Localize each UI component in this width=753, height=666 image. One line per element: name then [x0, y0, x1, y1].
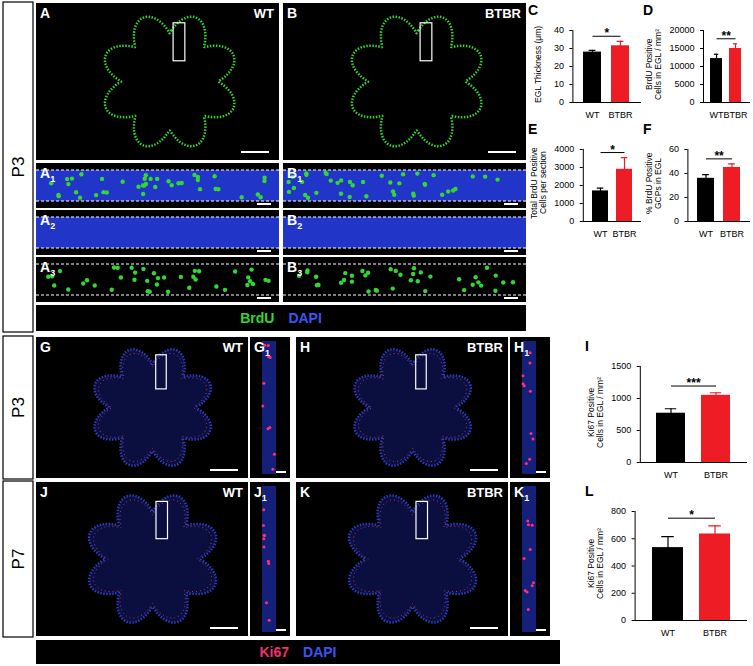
svg-text:500: 500 — [616, 425, 631, 435]
svg-text:G: G — [40, 339, 51, 355]
svg-text:BTBR: BTBR — [703, 628, 728, 638]
svg-text:0: 0 — [621, 615, 626, 625]
svg-text:BTBR: BTBR — [467, 485, 504, 500]
svg-text:WT: WT — [586, 110, 600, 120]
svg-text:BTBR: BTBR — [720, 229, 745, 239]
svg-text:40: 40 — [554, 25, 564, 35]
html-text:Total BrdU Positive Cells per: Total BrdU Positive Cells per section — [528, 147, 548, 219]
svg-text:20000: 20000 — [669, 25, 694, 35]
svg-text:BTBR: BTBR — [485, 6, 522, 21]
svg-text:800: 800 — [611, 506, 626, 516]
svg-text:*: * — [689, 508, 694, 522]
svg-text:WT: WT — [223, 485, 243, 500]
svg-text:10000: 10000 — [669, 61, 694, 71]
svg-text:P3: P3 — [9, 157, 28, 178]
svg-text:B: B — [287, 5, 297, 21]
svg-text:*: * — [605, 26, 610, 40]
svg-text:K: K — [300, 484, 310, 500]
svg-text:5000: 5000 — [674, 79, 694, 89]
html-text:F: F — [643, 121, 652, 137]
svg-text:K1: K1 — [514, 484, 529, 503]
svg-text:60: 60 — [669, 144, 679, 154]
svg-text:0: 0 — [689, 97, 694, 107]
svg-text:WT: WT — [223, 340, 243, 355]
svg-text:Ki67DAPI: Ki67DAPI — [259, 644, 336, 660]
svg-text:10: 10 — [554, 79, 564, 89]
svg-text:BTBR: BTBR — [704, 470, 729, 480]
svg-text:*: * — [610, 143, 615, 157]
svg-text:200: 200 — [611, 588, 626, 598]
svg-text:P3: P3 — [9, 397, 28, 418]
html-text:Ki67 Positive Cells in EGL / m: Ki67 Positive Cells in EGL / mm² — [585, 528, 605, 599]
html-text:C: C — [528, 2, 539, 18]
svg-text:**: ** — [714, 149, 724, 163]
svg-text:0: 0 — [569, 216, 574, 226]
svg-text:WT: WT — [254, 6, 274, 21]
html-text:D: D — [643, 2, 654, 18]
svg-text:1500: 1500 — [611, 361, 631, 371]
svg-text:2000: 2000 — [554, 180, 574, 190]
html-text:E: E — [528, 121, 538, 137]
svg-text:400: 400 — [611, 561, 626, 571]
svg-text:WT: WT — [664, 470, 678, 480]
svg-text:1000: 1000 — [611, 393, 631, 403]
html-text:BrdU Positive Cells in EGL / m: BrdU Positive Cells in EGL / mm² — [643, 28, 663, 100]
svg-text:B2: B2 — [287, 212, 302, 231]
svg-text:BrdUDAPI: BrdUDAPI — [240, 310, 322, 326]
svg-text:J: J — [40, 484, 48, 500]
svg-text:***: *** — [687, 376, 701, 390]
html-text:I: I — [585, 338, 589, 354]
html-text:EGL Thickness (μm): EGL Thickness (μm) — [533, 25, 544, 103]
svg-text:600: 600 — [611, 534, 626, 544]
svg-text:WT: WT — [661, 628, 675, 638]
svg-text:30: 30 — [554, 43, 564, 53]
svg-text:BTBR: BTBR — [723, 110, 748, 120]
svg-text:BTBR: BTBR — [608, 110, 633, 120]
svg-text:WT: WT — [594, 229, 608, 239]
html-text:L: L — [585, 483, 594, 499]
svg-text:0: 0 — [559, 97, 564, 107]
svg-text:20: 20 — [554, 61, 564, 71]
svg-text:BTBR: BTBR — [612, 229, 637, 239]
svg-text:WT: WT — [710, 110, 724, 120]
svg-text:3000: 3000 — [554, 162, 574, 172]
svg-text:0: 0 — [626, 457, 631, 467]
svg-text:B1: B1 — [287, 165, 302, 184]
svg-text:J1: J1 — [254, 484, 267, 503]
svg-text:15000: 15000 — [669, 43, 694, 53]
svg-text:A: A — [40, 5, 50, 21]
svg-text:A2: A2 — [40, 212, 55, 231]
svg-text:0: 0 — [674, 216, 679, 226]
svg-text:H1: H1 — [514, 339, 529, 358]
svg-text:1000: 1000 — [554, 198, 574, 208]
html-text:% BrdU Positive GCPs in EGL: % BrdU Positive GCPs in EGL — [643, 152, 663, 214]
svg-text:BTBR: BTBR — [467, 340, 504, 355]
svg-text:G1: G1 — [254, 339, 270, 358]
svg-text:P7: P7 — [9, 549, 28, 570]
svg-text:4000: 4000 — [554, 144, 574, 154]
svg-text:B3: B3 — [287, 259, 302, 278]
svg-text:WT: WT — [699, 229, 713, 239]
svg-text:A3: A3 — [40, 259, 55, 278]
html-text:Ki67 Positive Cells in EGL / m: Ki67 Positive Cells in EGL / mm² — [585, 376, 605, 448]
svg-text:A1: A1 — [40, 165, 55, 184]
svg-text:20: 20 — [669, 192, 679, 202]
svg-text:H: H — [300, 339, 310, 355]
svg-text:40: 40 — [669, 168, 679, 178]
svg-text:**: ** — [722, 29, 732, 43]
